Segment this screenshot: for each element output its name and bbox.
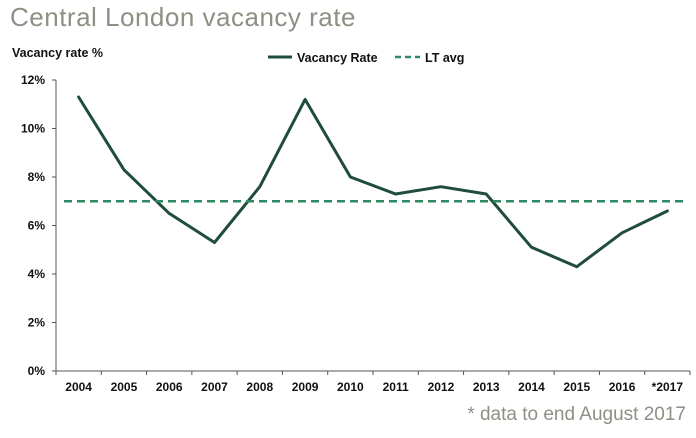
x-tick-label: 2011 [383,380,409,394]
x-tick-label: *2017 [652,380,684,394]
y-tick-label: 8% [28,170,46,184]
y-tick-label: 4% [28,267,46,281]
x-tick-label: 2012 [428,380,455,394]
y-tick-label: 6% [28,219,46,233]
x-tick-label: 2006 [156,380,183,394]
footnote: * data to end August 2017 [467,404,686,425]
axes [52,79,691,375]
legend-label-vacancy-rate: Vacancy Rate [297,51,378,65]
y-tick-label: 10% [21,122,45,136]
x-tick-label: 2013 [473,380,500,394]
x-tick-label: 2014 [518,380,545,394]
y-axis-label: Vacancy rate % [12,46,104,60]
vacancy-rate-line [77,95,669,269]
series-lines [64,95,688,269]
x-tick-label: 2004 [65,380,92,394]
x-tick-label: 2008 [246,380,273,394]
y-tick-label: 0% [28,364,46,378]
legend: Vacancy Rate LT avg [268,51,464,65]
tick-labels: 0% 2% 4% 6% 8% 10% 12% 2004 2005 2006 2007 2008 2009… [21,73,683,394]
x-tick-label: 2007 [201,380,228,394]
y-tick-label: 12% [21,73,45,87]
x-tick-label: 2005 [111,380,138,394]
x-tick-label: 2016 [609,380,636,394]
x-tick-label: 2010 [337,380,364,394]
x-tick-label: 2009 [292,380,319,394]
x-tick-label: 2015 [563,380,590,394]
y-tick-label: 2% [28,316,46,330]
legend-label-lt-avg: LT avg [425,51,464,65]
chart-title: Central London vacancy rate [10,2,356,32]
